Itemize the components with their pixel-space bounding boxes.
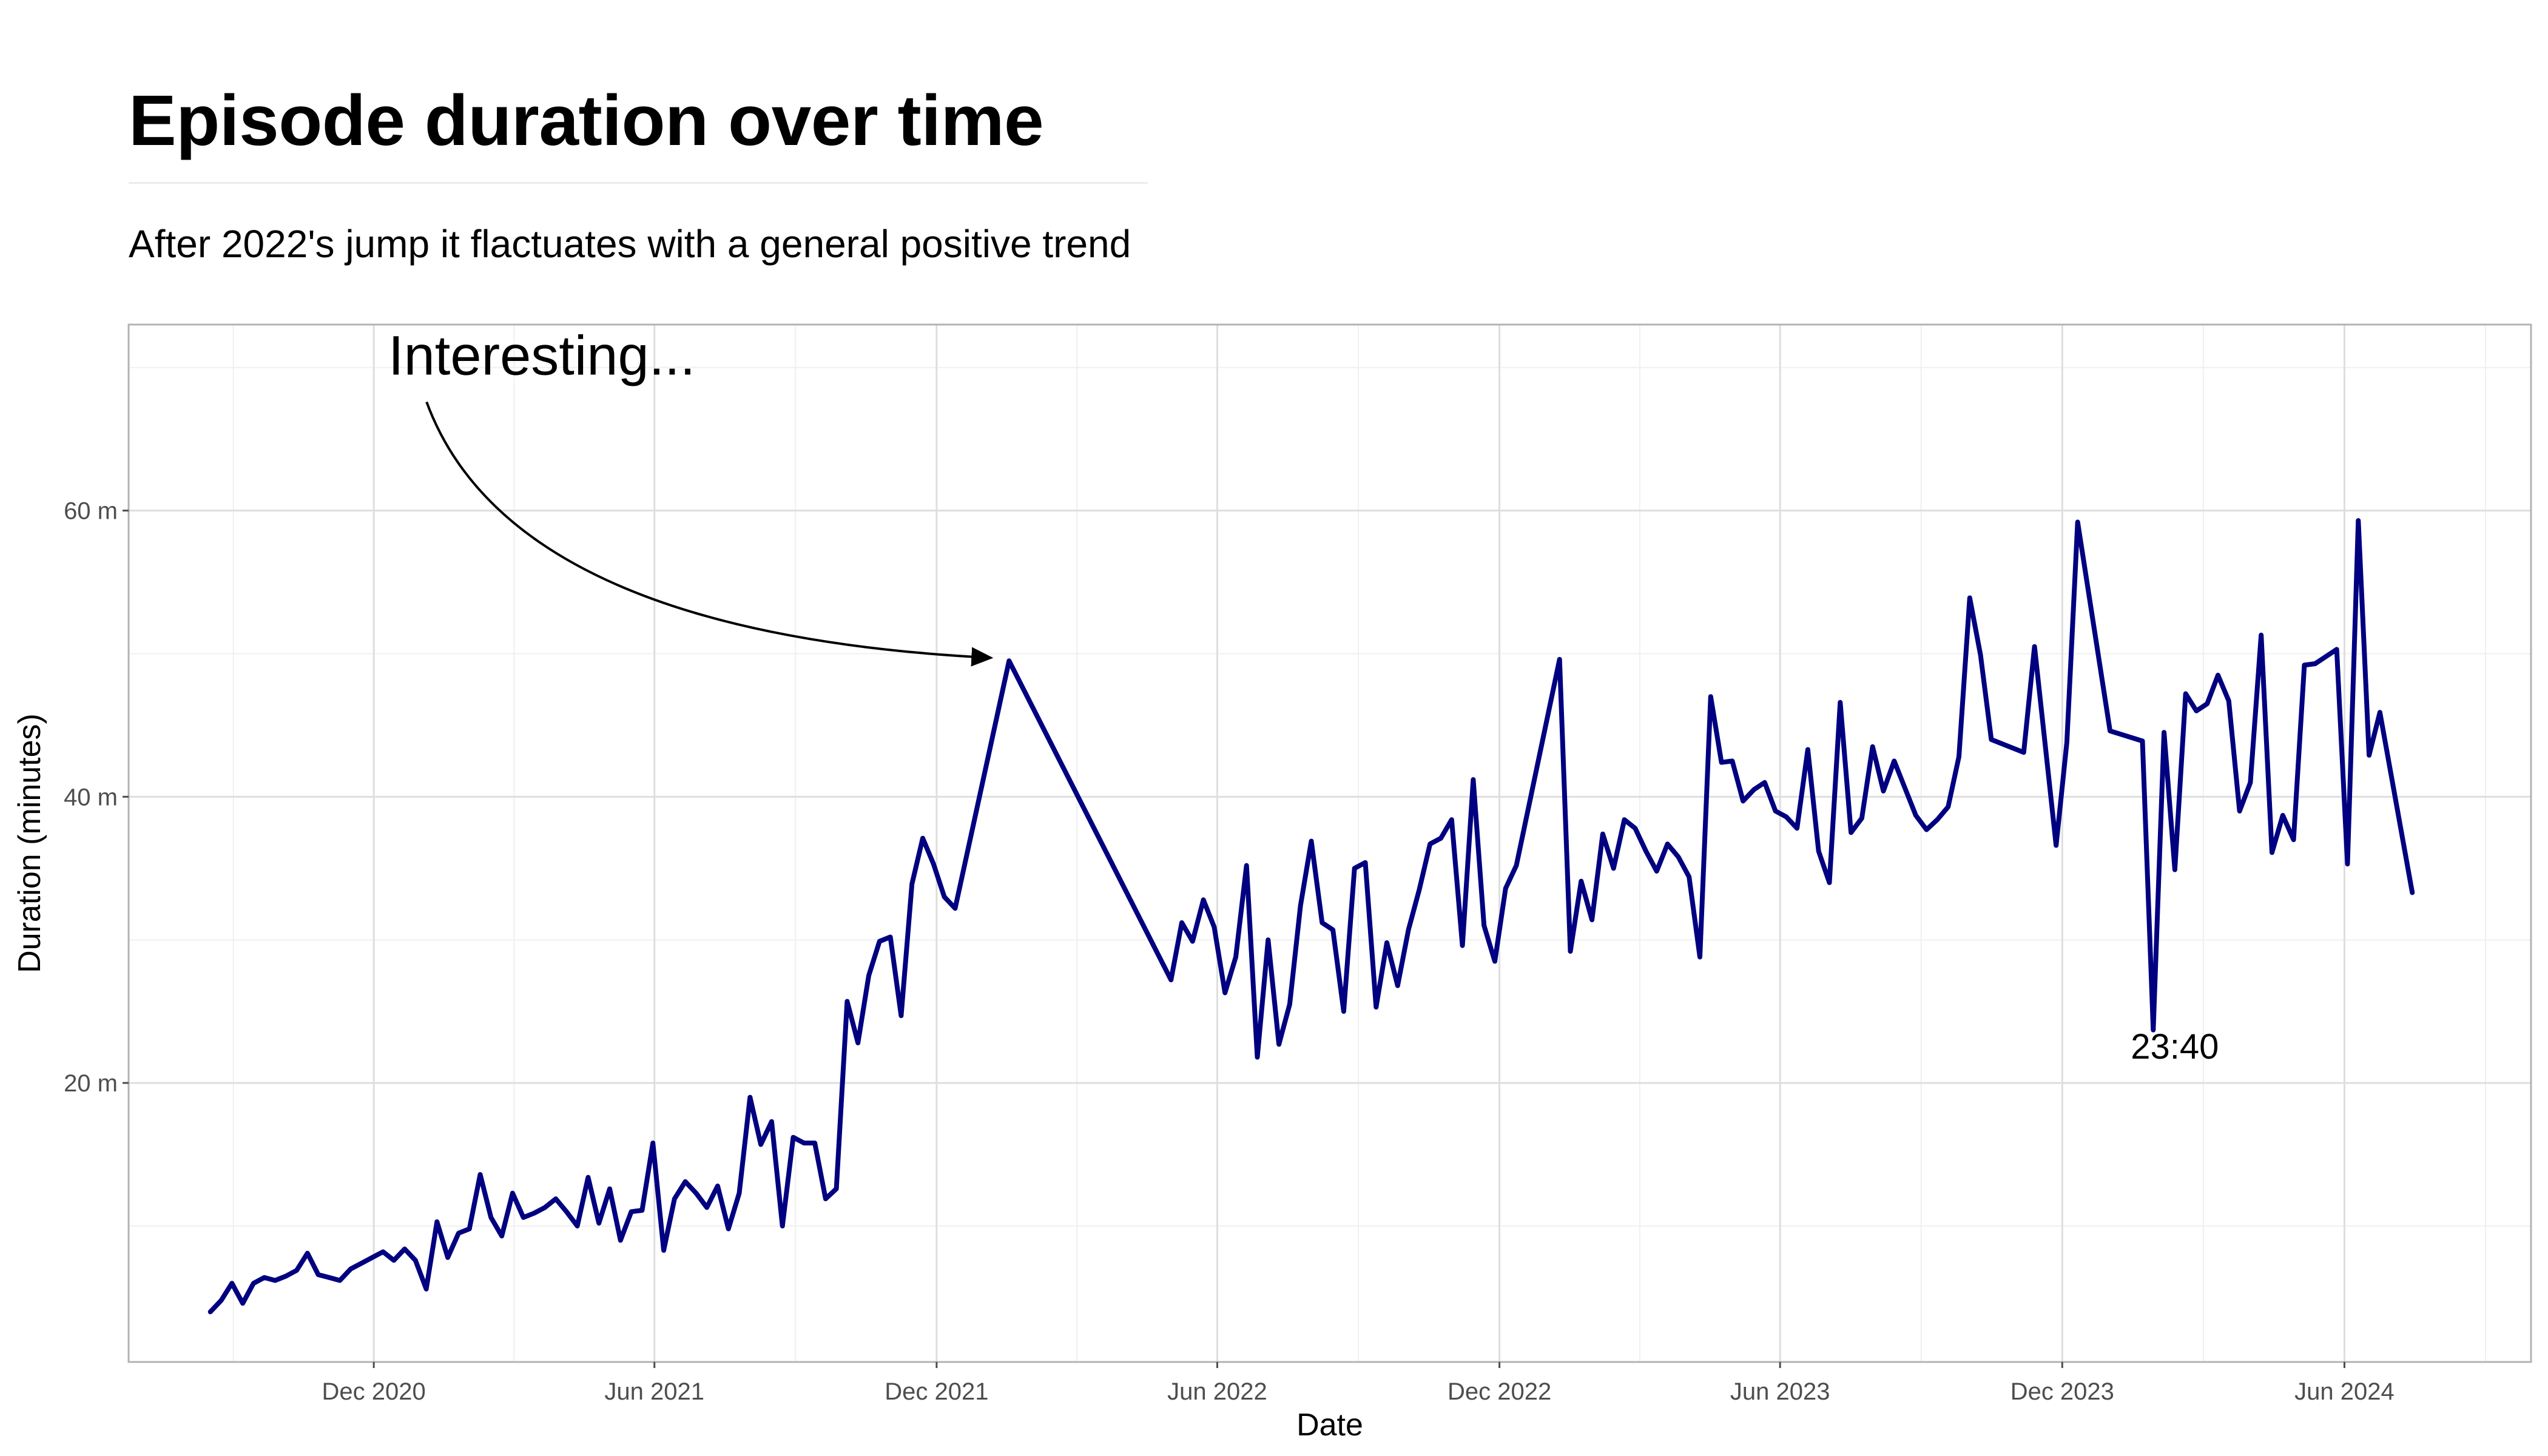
y-axis-title: Duration (minutes): [12, 713, 47, 973]
series-layer: [207, 518, 2415, 1315]
x-tick-label: Jun 2023: [1730, 1378, 1830, 1405]
plot-panel: [129, 325, 2531, 1362]
chart-title: Episode duration over time: [129, 81, 1044, 161]
chart-subtitle: After 2022's jump it flactuates with a g…: [129, 222, 1131, 266]
minor-gridlines: [129, 325, 2531, 1362]
y-axis: 20 m 40 m 60 m: [64, 498, 129, 1097]
y-tick-label: 40 m: [64, 784, 118, 811]
x-tick-label: Jun 2022: [1167, 1378, 1267, 1405]
y-tick-label: 60 m: [64, 498, 118, 525]
x-tick-label: Jun 2024: [2294, 1378, 2395, 1405]
y-tick-label: 20 m: [64, 1070, 118, 1097]
x-tick-label: Dec 2023: [2010, 1378, 2114, 1405]
annotation-arrow: [425, 401, 994, 667]
x-tick-label: Dec 2022: [1448, 1378, 1551, 1405]
x-tick-label: Dec 2020: [322, 1378, 426, 1405]
series-line: [207, 518, 2415, 1315]
title-divider: [129, 182, 1148, 184]
annotation-layer: Interesting... 23:40: [388, 325, 2219, 1067]
x-axis: Dec 2020 Jun 2021 Dec 2021 Jun 2022 Dec 2022…: [322, 1362, 2395, 1405]
plot-border: [127, 323, 2532, 1363]
x-tick-label: Jun 2021: [604, 1378, 704, 1405]
annotation-interesting: Interesting...: [388, 325, 695, 387]
annotation-min-value: 23:40: [2131, 1027, 2219, 1067]
x-tick-label: Dec 2021: [885, 1378, 988, 1405]
x-axis-title: Date: [1296, 1407, 1363, 1443]
major-gridlines: [129, 325, 2531, 1362]
